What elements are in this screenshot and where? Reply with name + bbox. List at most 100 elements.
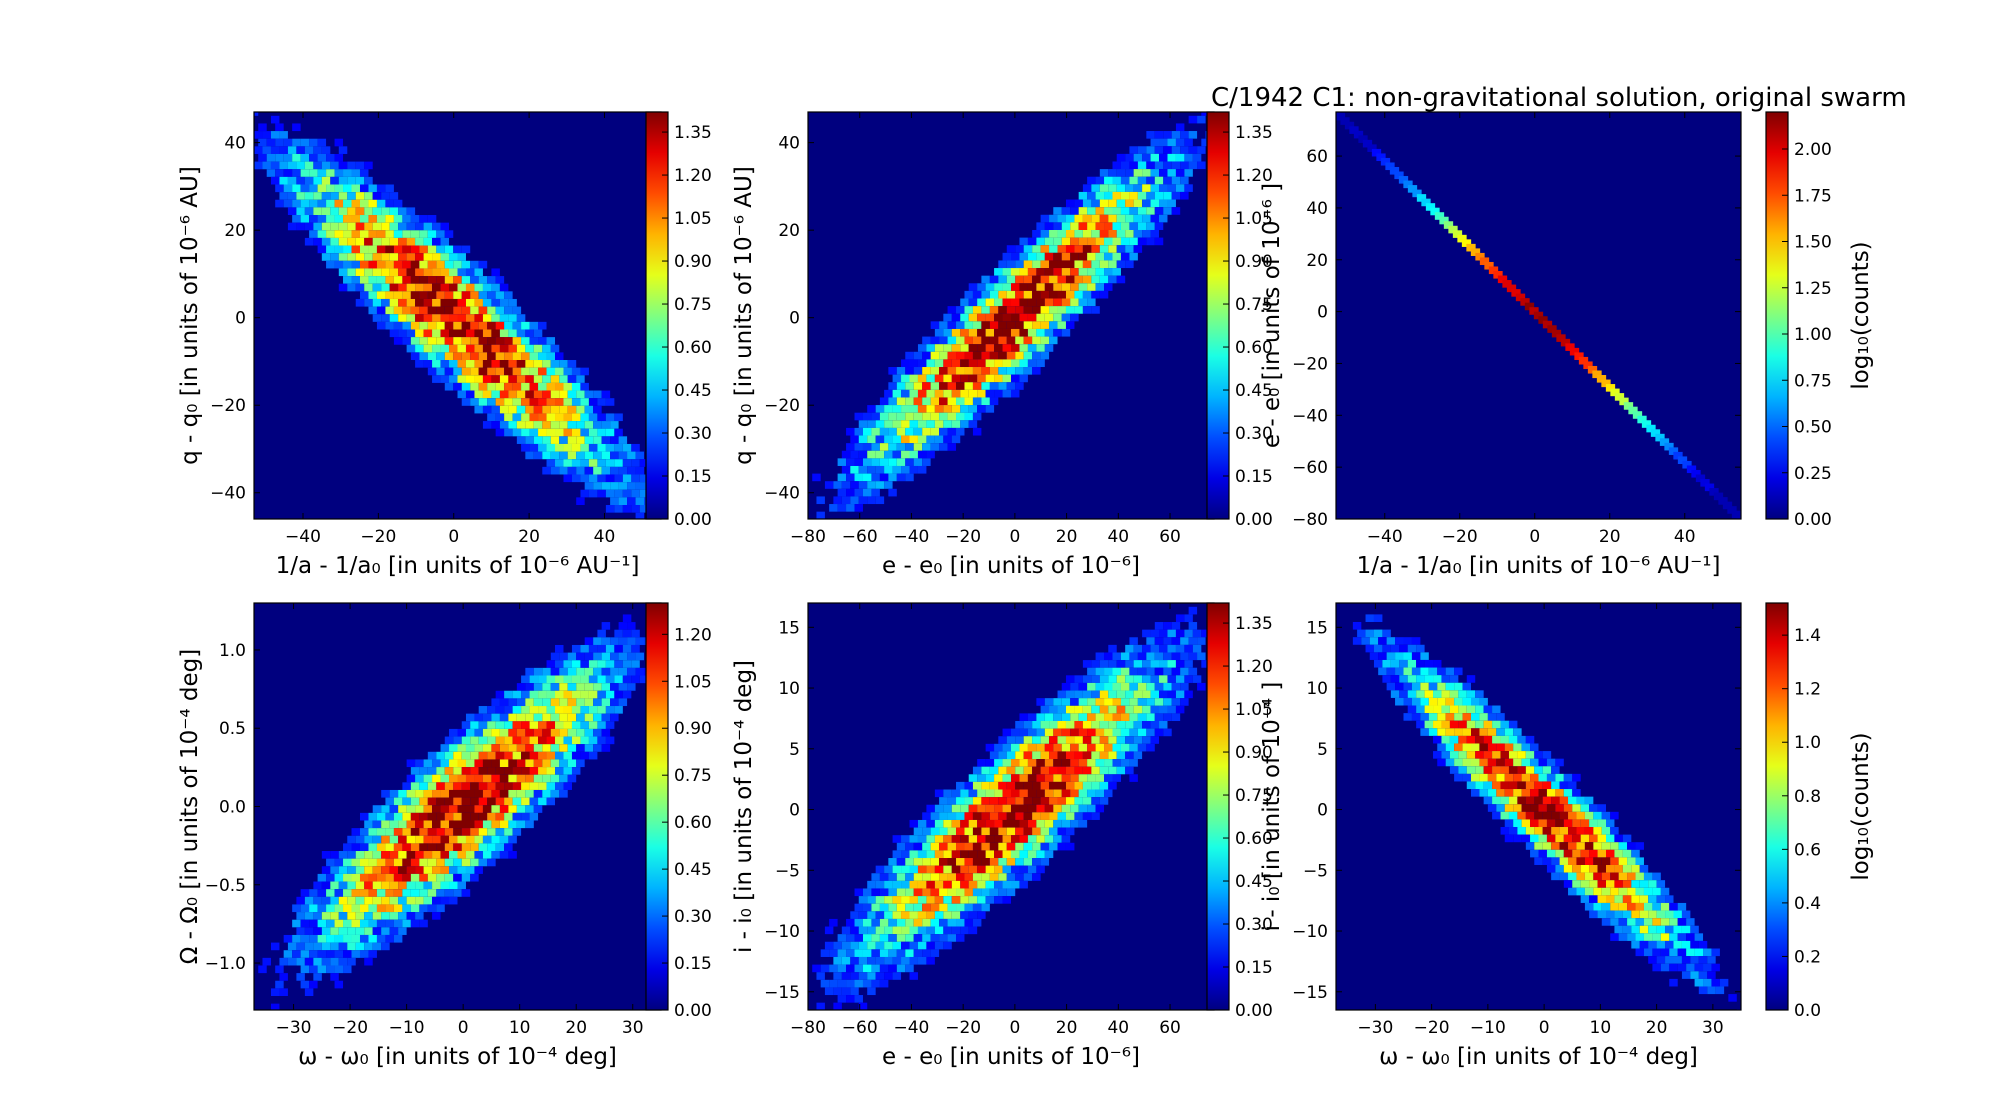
hex-cell <box>610 698 619 707</box>
hex-cell <box>266 138 276 147</box>
hex-cell <box>1053 313 1062 322</box>
hex-cell <box>440 789 450 798</box>
hex-cell <box>605 459 615 467</box>
hex-cell <box>1407 675 1417 683</box>
hex-cell <box>1606 819 1615 828</box>
hex-cell <box>1078 743 1088 752</box>
hex-cell <box>338 851 348 859</box>
hex-cell <box>402 843 411 852</box>
hex-cell <box>1011 344 1020 352</box>
hex-cell <box>1023 720 1033 729</box>
hex-cell <box>1504 789 1514 797</box>
hex-cell <box>1715 986 1725 995</box>
hex-cell <box>1091 797 1100 805</box>
hex-cell <box>1403 180 1413 189</box>
hex-cell <box>1513 773 1522 782</box>
x-tick-label: 60 <box>1159 1018 1181 1038</box>
hex-cell <box>1394 171 1404 180</box>
hex-cell <box>538 413 547 422</box>
hex-cell <box>499 759 509 768</box>
hex-cell <box>1425 203 1436 211</box>
hex-cell <box>892 956 902 965</box>
hex-cell <box>1159 184 1168 192</box>
hex-cell <box>947 842 957 851</box>
hex-cell <box>521 690 530 699</box>
hex-cell <box>330 942 339 951</box>
x-tick-label: −10 <box>1470 1018 1506 1038</box>
hex-cell <box>287 957 297 966</box>
hex-cell <box>563 690 572 699</box>
hex-cell <box>1648 925 1657 934</box>
hex-cell <box>994 759 1003 767</box>
hex-cell <box>884 941 893 950</box>
hex-cell <box>436 306 445 315</box>
hex-cell <box>1120 176 1130 185</box>
hex-cell <box>389 283 399 292</box>
hex-cell <box>334 153 344 162</box>
hex-cell <box>909 819 918 828</box>
hex-cell <box>334 904 344 913</box>
hex-cell <box>631 489 640 498</box>
hex-cell <box>858 896 868 904</box>
hex-cell <box>432 298 441 307</box>
hex-cell <box>1648 895 1657 903</box>
hex-cell <box>321 881 331 890</box>
hex-cell <box>555 443 564 452</box>
hex-cell <box>300 169 310 177</box>
hex-cell <box>1584 796 1594 805</box>
hex-cell <box>1504 773 1514 782</box>
hex-cell <box>559 713 568 722</box>
hex-cell <box>406 835 416 844</box>
hex-cell <box>875 926 885 935</box>
hex-cell <box>461 767 471 775</box>
hex-cell <box>470 873 479 882</box>
hex-cell <box>1120 161 1130 170</box>
hex-cell <box>1524 302 1535 311</box>
hex-cell <box>1698 956 1708 964</box>
hex-cell <box>1087 268 1096 276</box>
hex-cell <box>1639 910 1649 919</box>
hex-cell <box>453 828 462 836</box>
hex-cell <box>529 675 539 684</box>
hex-cell <box>576 713 585 722</box>
hex-cell <box>444 382 454 391</box>
hex-cell <box>559 652 568 661</box>
hex-cell <box>372 805 382 813</box>
hex-cell <box>1099 766 1109 775</box>
hex-cell <box>538 443 547 452</box>
hex-cell <box>909 880 918 889</box>
hex-cell <box>381 298 390 307</box>
hex-cell <box>1475 705 1484 714</box>
hex-cell <box>432 329 441 338</box>
hex-cell <box>516 789 526 798</box>
hex-cell <box>376 873 386 882</box>
hex-cell <box>402 797 411 806</box>
hex-cell <box>930 321 940 329</box>
hex-cell <box>1108 644 1117 653</box>
hex-cell <box>1454 697 1463 706</box>
hex-cell <box>1044 313 1054 322</box>
hex-cell <box>1492 766 1501 774</box>
hex-cell <box>610 482 619 490</box>
hex-cell <box>317 934 327 943</box>
hex-cell <box>1137 222 1147 230</box>
hex-cell <box>1040 842 1050 851</box>
hex-cell <box>567 436 577 444</box>
hex-cell <box>419 782 428 790</box>
hex-cell <box>1074 751 1083 760</box>
hex-cell <box>495 291 505 299</box>
hex-cell <box>529 812 539 821</box>
hex-cell <box>871 903 880 912</box>
hex-cell <box>1087 207 1096 215</box>
hex-cell <box>994 865 1003 874</box>
hex-cell <box>1395 637 1404 645</box>
hex-cell <box>584 421 594 429</box>
hex-cell <box>614 690 623 699</box>
hex-cell <box>385 858 394 867</box>
hex-cell <box>368 889 377 897</box>
hex-cell <box>1483 705 1493 714</box>
hex-cell <box>393 828 403 836</box>
hex-cell <box>1091 675 1100 683</box>
y-tick-label: 0 <box>789 309 800 329</box>
hex-cell <box>309 153 318 162</box>
